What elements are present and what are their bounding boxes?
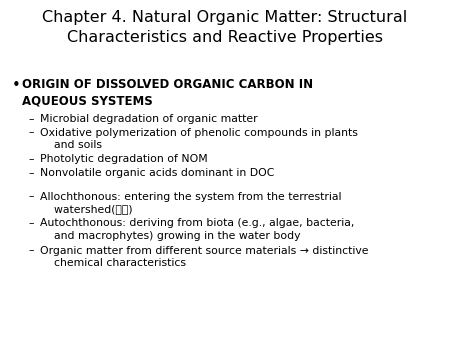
Text: Organic matter from different source materials → distinctive
    chemical charac: Organic matter from different source mat… <box>40 245 369 268</box>
Text: Autochthonous: deriving from biota (e.g., algae, bacteria,
    and macrophytes) : Autochthonous: deriving from biota (e.g.… <box>40 218 355 241</box>
Text: •: • <box>12 78 21 93</box>
Text: Allochthonous: entering the system from the terrestrial
    watershed(유역): Allochthonous: entering the system from … <box>40 192 342 214</box>
Text: ORIGIN OF DISSOLVED ORGANIC CARBON IN
AQUEOUS SYSTEMS: ORIGIN OF DISSOLVED ORGANIC CARBON IN AQ… <box>22 78 313 107</box>
Text: –: – <box>28 114 33 124</box>
Text: Oxidative polymerization of phenolic compounds in plants
    and soils: Oxidative polymerization of phenolic com… <box>40 127 358 150</box>
Text: –: – <box>28 218 33 228</box>
Text: Microbial degradation of organic matter: Microbial degradation of organic matter <box>40 114 257 124</box>
Text: –: – <box>28 168 33 178</box>
Text: –: – <box>28 154 33 165</box>
Text: –: – <box>28 192 33 201</box>
Text: Photolytic degradation of NOM: Photolytic degradation of NOM <box>40 154 208 165</box>
Text: –: – <box>28 245 33 256</box>
Text: Nonvolatile organic acids dominant in DOC: Nonvolatile organic acids dominant in DO… <box>40 168 274 178</box>
Text: –: – <box>28 127 33 138</box>
Text: Chapter 4. Natural Organic Matter: Structural
Characteristics and Reactive Prope: Chapter 4. Natural Organic Matter: Struc… <box>42 10 408 45</box>
